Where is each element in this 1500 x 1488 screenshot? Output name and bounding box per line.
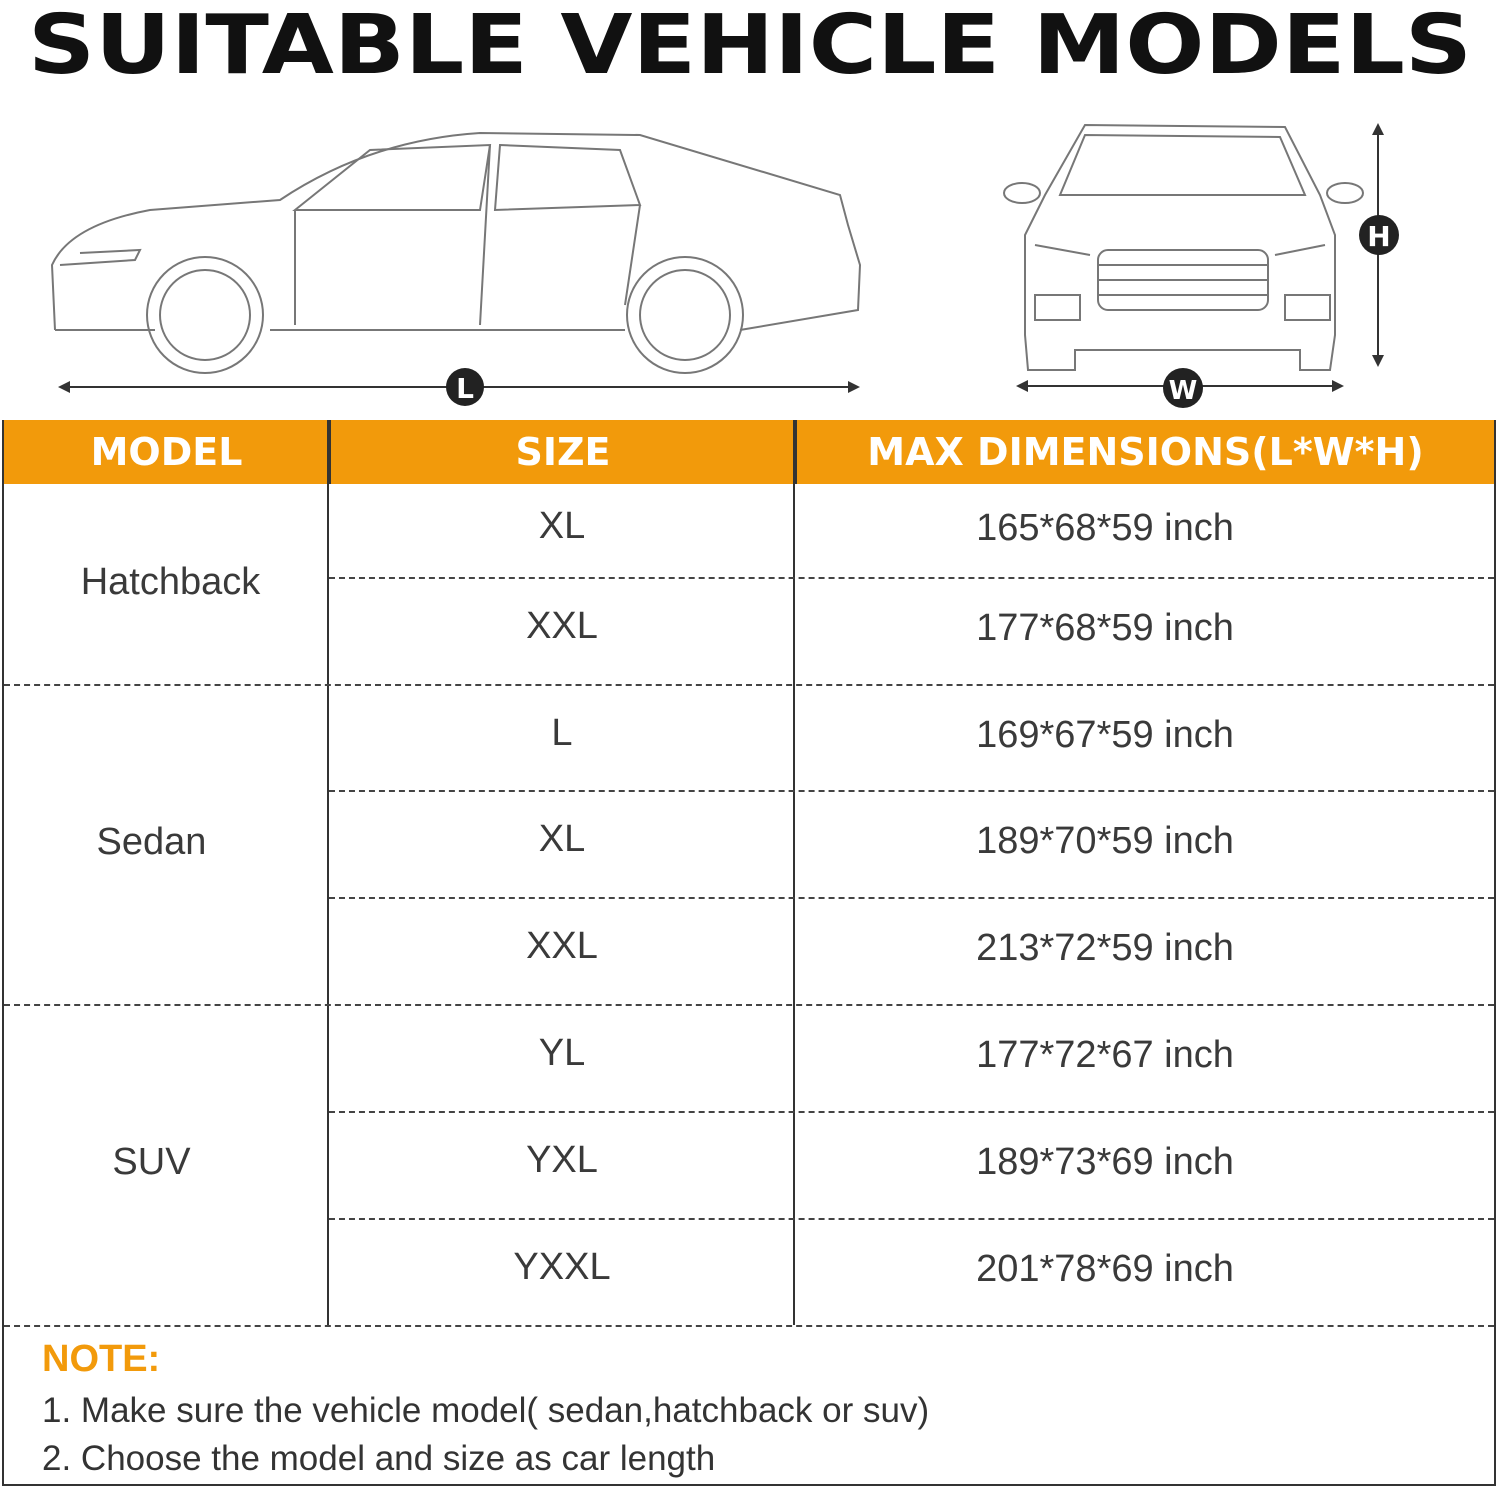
dimensions-cell: 177*72*67 inch [976, 1034, 1234, 1076]
sedan-side-view-illustration: L [50, 131, 862, 406]
note-line: 2. Choose the model and size as car leng… [42, 1439, 716, 1478]
size-cell: XL [538, 818, 586, 860]
size-cell: L [551, 711, 573, 754]
width-dimension-arrow: W [1016, 368, 1344, 408]
size-cell: YXXL [513, 1246, 611, 1288]
width-label: W [1169, 376, 1198, 406]
row-divider [329, 897, 1494, 899]
group-divider [4, 684, 1494, 686]
note-line: 1. Make sure the vehicle model( sedan,ha… [42, 1391, 930, 1430]
group-divider [4, 1004, 1494, 1006]
dimensions-cell: 169*67*59 inch [976, 713, 1234, 756]
column-divider [327, 420, 329, 1325]
size-chart-table: MODEL SIZE MAX DIMENSIONS(L*W*H) XL 165*6… [2, 420, 1496, 1486]
dimensions-cell: 189*73*69 inch [976, 1141, 1234, 1183]
page-title-text: SUITABLE VEHICLE MODELS [28, 0, 1472, 93]
row-divider [329, 790, 1494, 792]
length-label: L [456, 372, 474, 405]
length-dimension-arrow: L [58, 368, 860, 406]
size-cell: XL [538, 505, 586, 547]
page-title: SUITABLE VEHICLE MODELS [28, 0, 1472, 93]
row-divider [329, 1111, 1494, 1113]
note-section: NOTE: 1. Make sure the vehicle model( se… [42, 1338, 929, 1483]
header-size: SIZE [329, 420, 795, 484]
height-label: H [1367, 220, 1390, 253]
size-cell: YXL [526, 1139, 598, 1181]
dimensions-cell: 189*70*59 inch [976, 820, 1234, 862]
size-cell: YL [538, 1032, 586, 1074]
height-dimension-arrow: H [1359, 123, 1399, 367]
header-model: MODEL [4, 420, 329, 484]
column-divider [793, 420, 795, 1325]
group-divider [4, 1325, 1494, 1327]
dimensions-cell: 213*72*59 inch [976, 927, 1234, 969]
size-cell: XXL [526, 925, 598, 967]
note-title: NOTE: [42, 1338, 161, 1380]
dimensions-cell: 201*78*69 inch [976, 1248, 1234, 1290]
header-max-dimensions: MAX DIMENSIONS(L*W*H) [795, 420, 1494, 484]
dimensions-cell: 177*68*59 inch [976, 607, 1234, 649]
model-cell: Hatchback [80, 560, 261, 603]
row-divider [329, 1218, 1494, 1220]
sedan-front-view-illustration: W H [1003, 123, 1399, 408]
model-cell: SUV [112, 1141, 191, 1183]
row-divider [329, 577, 1494, 579]
dimensions-cell: 165*68*59 inch [976, 507, 1234, 549]
size-cell: XXL [526, 605, 598, 647]
model-cell: Sedan [96, 820, 207, 863]
